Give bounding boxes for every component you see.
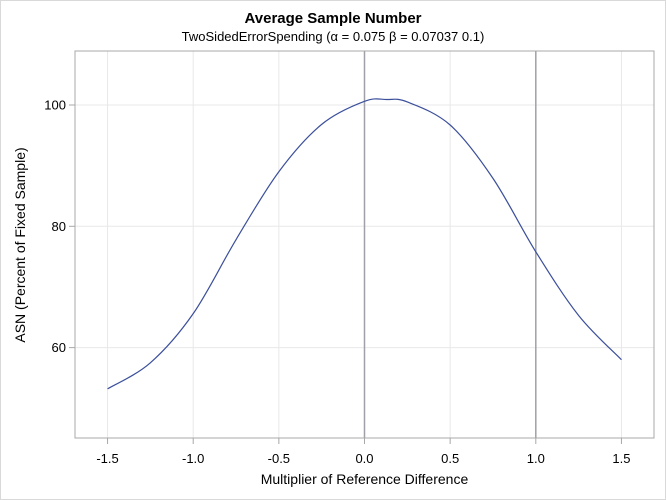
asn-curve — [107, 98, 622, 390]
y-tick-label: 100 — [44, 97, 66, 112]
y-tick-label: 60 — [52, 340, 66, 355]
chart-title: Average Sample Number — [244, 10, 422, 27]
x-tick-label: -1.0 — [182, 451, 204, 466]
y-tick-label: 80 — [52, 219, 66, 234]
chart-subtitle: TwoSidedErrorSpending (α = 0.075 β = 0.0… — [181, 29, 485, 44]
x-axis-label: Multiplier of Reference Difference — [260, 471, 469, 487]
x-tick-label: 1.0 — [527, 451, 545, 466]
x-tick-label: 0.0 — [355, 451, 373, 466]
x-tick-label: -1.5 — [96, 451, 118, 466]
x-tick-label: -0.5 — [268, 451, 290, 466]
x-tick-label: 0.5 — [441, 451, 459, 466]
y-axis-label: ASN (Percent of Fixed Sample) — [12, 147, 28, 343]
x-tick-label: 1.5 — [612, 451, 630, 466]
